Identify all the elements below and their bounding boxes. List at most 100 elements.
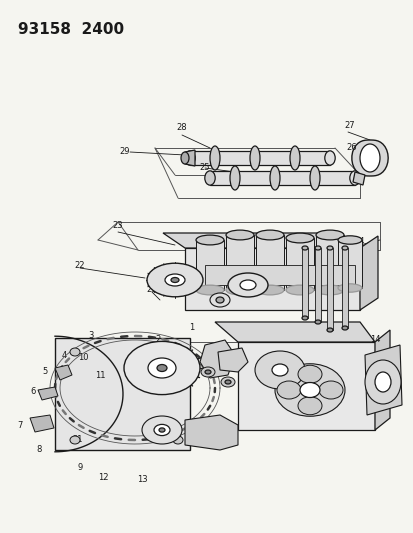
Polygon shape — [199, 340, 235, 378]
Text: 21: 21 — [146, 286, 157, 295]
Ellipse shape — [349, 171, 359, 185]
Text: 29: 29 — [119, 148, 130, 157]
Text: 3: 3 — [88, 330, 93, 340]
Polygon shape — [30, 415, 54, 432]
Text: 18: 18 — [241, 251, 252, 260]
Polygon shape — [314, 248, 320, 322]
Ellipse shape — [315, 230, 343, 240]
Ellipse shape — [318, 381, 342, 399]
Polygon shape — [204, 265, 354, 285]
Ellipse shape — [221, 377, 235, 387]
Ellipse shape — [159, 428, 165, 432]
Text: 13: 13 — [136, 475, 147, 484]
Polygon shape — [374, 330, 389, 430]
Ellipse shape — [70, 348, 80, 356]
Ellipse shape — [255, 230, 283, 240]
Text: 23: 23 — [112, 221, 123, 230]
Ellipse shape — [364, 360, 400, 404]
Ellipse shape — [285, 285, 313, 295]
Ellipse shape — [255, 285, 283, 295]
Ellipse shape — [173, 436, 183, 444]
Ellipse shape — [254, 351, 304, 389]
Text: 12: 12 — [97, 473, 108, 482]
Ellipse shape — [204, 370, 211, 374]
Polygon shape — [163, 233, 359, 248]
Text: 7: 7 — [17, 421, 23, 430]
Polygon shape — [352, 172, 364, 185]
Text: 21: 21 — [73, 435, 83, 445]
Polygon shape — [359, 236, 377, 310]
Text: 26: 26 — [346, 143, 356, 152]
Ellipse shape — [154, 424, 170, 435]
Text: 11: 11 — [95, 370, 105, 379]
Polygon shape — [185, 248, 359, 310]
Ellipse shape — [324, 151, 335, 165]
Ellipse shape — [359, 144, 379, 172]
Ellipse shape — [326, 246, 332, 250]
Ellipse shape — [326, 328, 332, 332]
Text: 19: 19 — [201, 273, 212, 282]
Ellipse shape — [195, 285, 223, 295]
Ellipse shape — [157, 365, 166, 372]
Polygon shape — [351, 140, 387, 176]
Text: 6: 6 — [30, 387, 36, 397]
Polygon shape — [326, 248, 332, 330]
Ellipse shape — [165, 274, 185, 286]
Ellipse shape — [142, 416, 182, 444]
Polygon shape — [218, 348, 247, 372]
Ellipse shape — [299, 383, 319, 398]
Ellipse shape — [314, 320, 320, 324]
Ellipse shape — [289, 146, 299, 170]
Polygon shape — [255, 235, 283, 290]
Text: 20: 20 — [159, 273, 170, 282]
Text: 1: 1 — [189, 324, 194, 333]
Text: 24: 24 — [354, 238, 364, 246]
Ellipse shape — [315, 285, 343, 295]
Polygon shape — [341, 248, 347, 328]
Polygon shape — [337, 240, 361, 288]
Ellipse shape — [297, 365, 321, 383]
Ellipse shape — [309, 166, 319, 190]
Ellipse shape — [209, 146, 219, 170]
Text: 14: 14 — [369, 335, 379, 344]
Ellipse shape — [204, 171, 215, 185]
Polygon shape — [301, 248, 307, 318]
Text: 8: 8 — [36, 446, 42, 455]
Ellipse shape — [201, 367, 214, 377]
Polygon shape — [55, 365, 72, 380]
Text: 5: 5 — [42, 367, 47, 376]
Polygon shape — [55, 338, 190, 450]
Text: 16: 16 — [229, 284, 240, 293]
Polygon shape — [185, 150, 195, 166]
Ellipse shape — [70, 436, 80, 444]
Text: 9: 9 — [77, 464, 83, 472]
Ellipse shape — [147, 358, 176, 378]
Ellipse shape — [269, 166, 279, 190]
Text: 17: 17 — [241, 261, 252, 270]
Polygon shape — [214, 322, 374, 342]
Polygon shape — [237, 342, 374, 430]
Text: 4: 4 — [61, 351, 66, 359]
Ellipse shape — [224, 380, 230, 384]
Ellipse shape — [147, 263, 202, 297]
Polygon shape — [185, 415, 237, 450]
Ellipse shape — [274, 364, 344, 416]
Ellipse shape — [228, 273, 267, 297]
Text: 93158  2400: 93158 2400 — [18, 22, 124, 37]
Ellipse shape — [301, 246, 307, 250]
Ellipse shape — [276, 381, 300, 399]
Polygon shape — [209, 171, 354, 185]
Ellipse shape — [374, 372, 390, 392]
Ellipse shape — [314, 246, 320, 250]
Ellipse shape — [171, 278, 178, 282]
Ellipse shape — [341, 246, 347, 250]
Polygon shape — [190, 151, 329, 165]
Ellipse shape — [195, 235, 223, 245]
Polygon shape — [195, 240, 223, 290]
Polygon shape — [225, 235, 254, 290]
Ellipse shape — [225, 230, 254, 240]
Ellipse shape — [225, 285, 254, 295]
Ellipse shape — [230, 166, 240, 190]
Ellipse shape — [285, 233, 313, 243]
Ellipse shape — [341, 326, 347, 330]
